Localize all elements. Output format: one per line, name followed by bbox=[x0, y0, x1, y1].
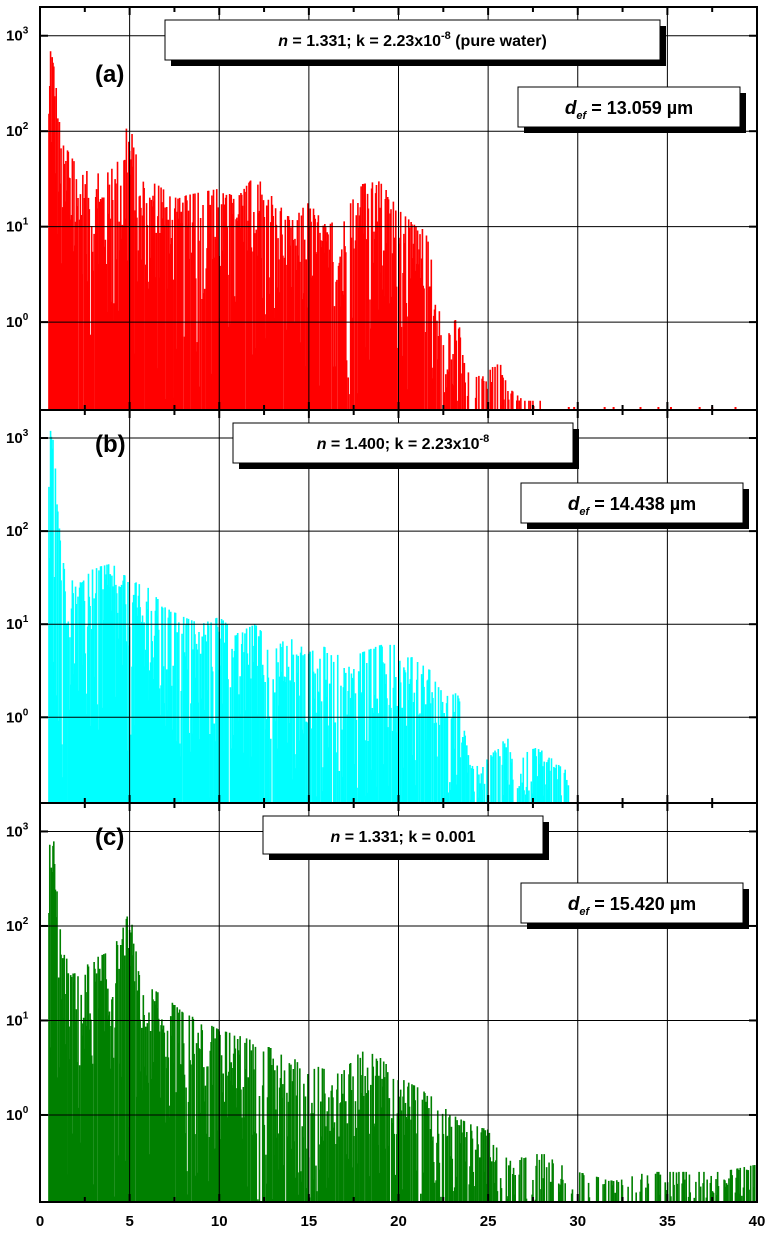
panel-a: 103 102 101 100 (a) n = 1.331; k = 2.23x10-8 … bbox=[6, 6, 758, 411]
grid bbox=[40, 803, 757, 1202]
def-box: def = 15.420 µm bbox=[520, 882, 749, 929]
def-text: def = 14.438 µm bbox=[568, 494, 696, 518]
x-tick-label: 30 bbox=[569, 1213, 586, 1230]
y-tick-label: 101 bbox=[6, 614, 29, 633]
annotation-box: n = 1.331; k = 0.001 bbox=[262, 815, 549, 860]
panel-label: (c) bbox=[95, 824, 124, 851]
x-tick-label: 0 bbox=[36, 1213, 44, 1230]
y-tick-label: 102 bbox=[6, 121, 29, 140]
y-tick-label: 100 bbox=[6, 707, 29, 726]
def-text: def = 15.420 µm bbox=[568, 894, 696, 918]
def-box: def = 14.438 µm bbox=[520, 482, 749, 529]
x-tick-label: 10 bbox=[211, 1213, 228, 1230]
y-tick-label: 103 bbox=[6, 26, 29, 45]
annotation-frame bbox=[262, 815, 544, 855]
x-tick-label: 40 bbox=[749, 1213, 766, 1230]
panel-label: (b) bbox=[95, 431, 126, 458]
y-tick-label: 101 bbox=[6, 217, 29, 236]
annotation-frame bbox=[164, 19, 661, 61]
def-text: def = 13.059 µm bbox=[565, 98, 693, 122]
series-c bbox=[48, 841, 756, 1202]
y-tick-label: 103 bbox=[6, 428, 29, 447]
panel-c: 103 102 101 100 (c) n = 1.331; k = 0.001 def =… bbox=[6, 802, 758, 1203]
grid bbox=[40, 410, 757, 803]
annotation-frame bbox=[232, 422, 574, 464]
y-tick-label: 102 bbox=[6, 916, 29, 935]
y-tick-label: 100 bbox=[6, 312, 29, 331]
x-tick-label: 35 bbox=[659, 1213, 676, 1230]
annotation-box: n = 1.331; k = 2.23x10-8 (pure water) bbox=[164, 19, 666, 66]
def-frame bbox=[520, 882, 744, 924]
x-tick-label: 25 bbox=[480, 1213, 497, 1230]
x-tick-label: 20 bbox=[390, 1213, 407, 1230]
def-frame bbox=[520, 482, 744, 524]
x-tick-label: 5 bbox=[125, 1213, 133, 1230]
x-tick-label: 15 bbox=[301, 1213, 318, 1230]
def-frame bbox=[517, 86, 741, 128]
annotation-text: n = 1.331; k = 0.001 bbox=[331, 829, 476, 846]
y-tick-label: 100 bbox=[6, 1105, 29, 1124]
y-tick-label: 102 bbox=[6, 521, 29, 540]
panel-label: (a) bbox=[95, 61, 124, 88]
y-tick-label: 101 bbox=[6, 1010, 29, 1029]
y-tick-label: 103 bbox=[6, 821, 29, 840]
def-box: def = 13.059 µm bbox=[517, 86, 746, 133]
series-a bbox=[48, 51, 737, 410]
annotation-box: n = 1.400; k = 2.23x10-8 bbox=[232, 422, 579, 469]
panel-b: 103 102 101 100 (b) n = 1.400; k = 2.23x10-8 d… bbox=[6, 409, 758, 804]
annotation-text: n = 1.331; k = 2.23x10-8 (pure water) bbox=[278, 30, 547, 50]
annotation-text: n = 1.400; k = 2.23x10-8 bbox=[317, 433, 490, 453]
